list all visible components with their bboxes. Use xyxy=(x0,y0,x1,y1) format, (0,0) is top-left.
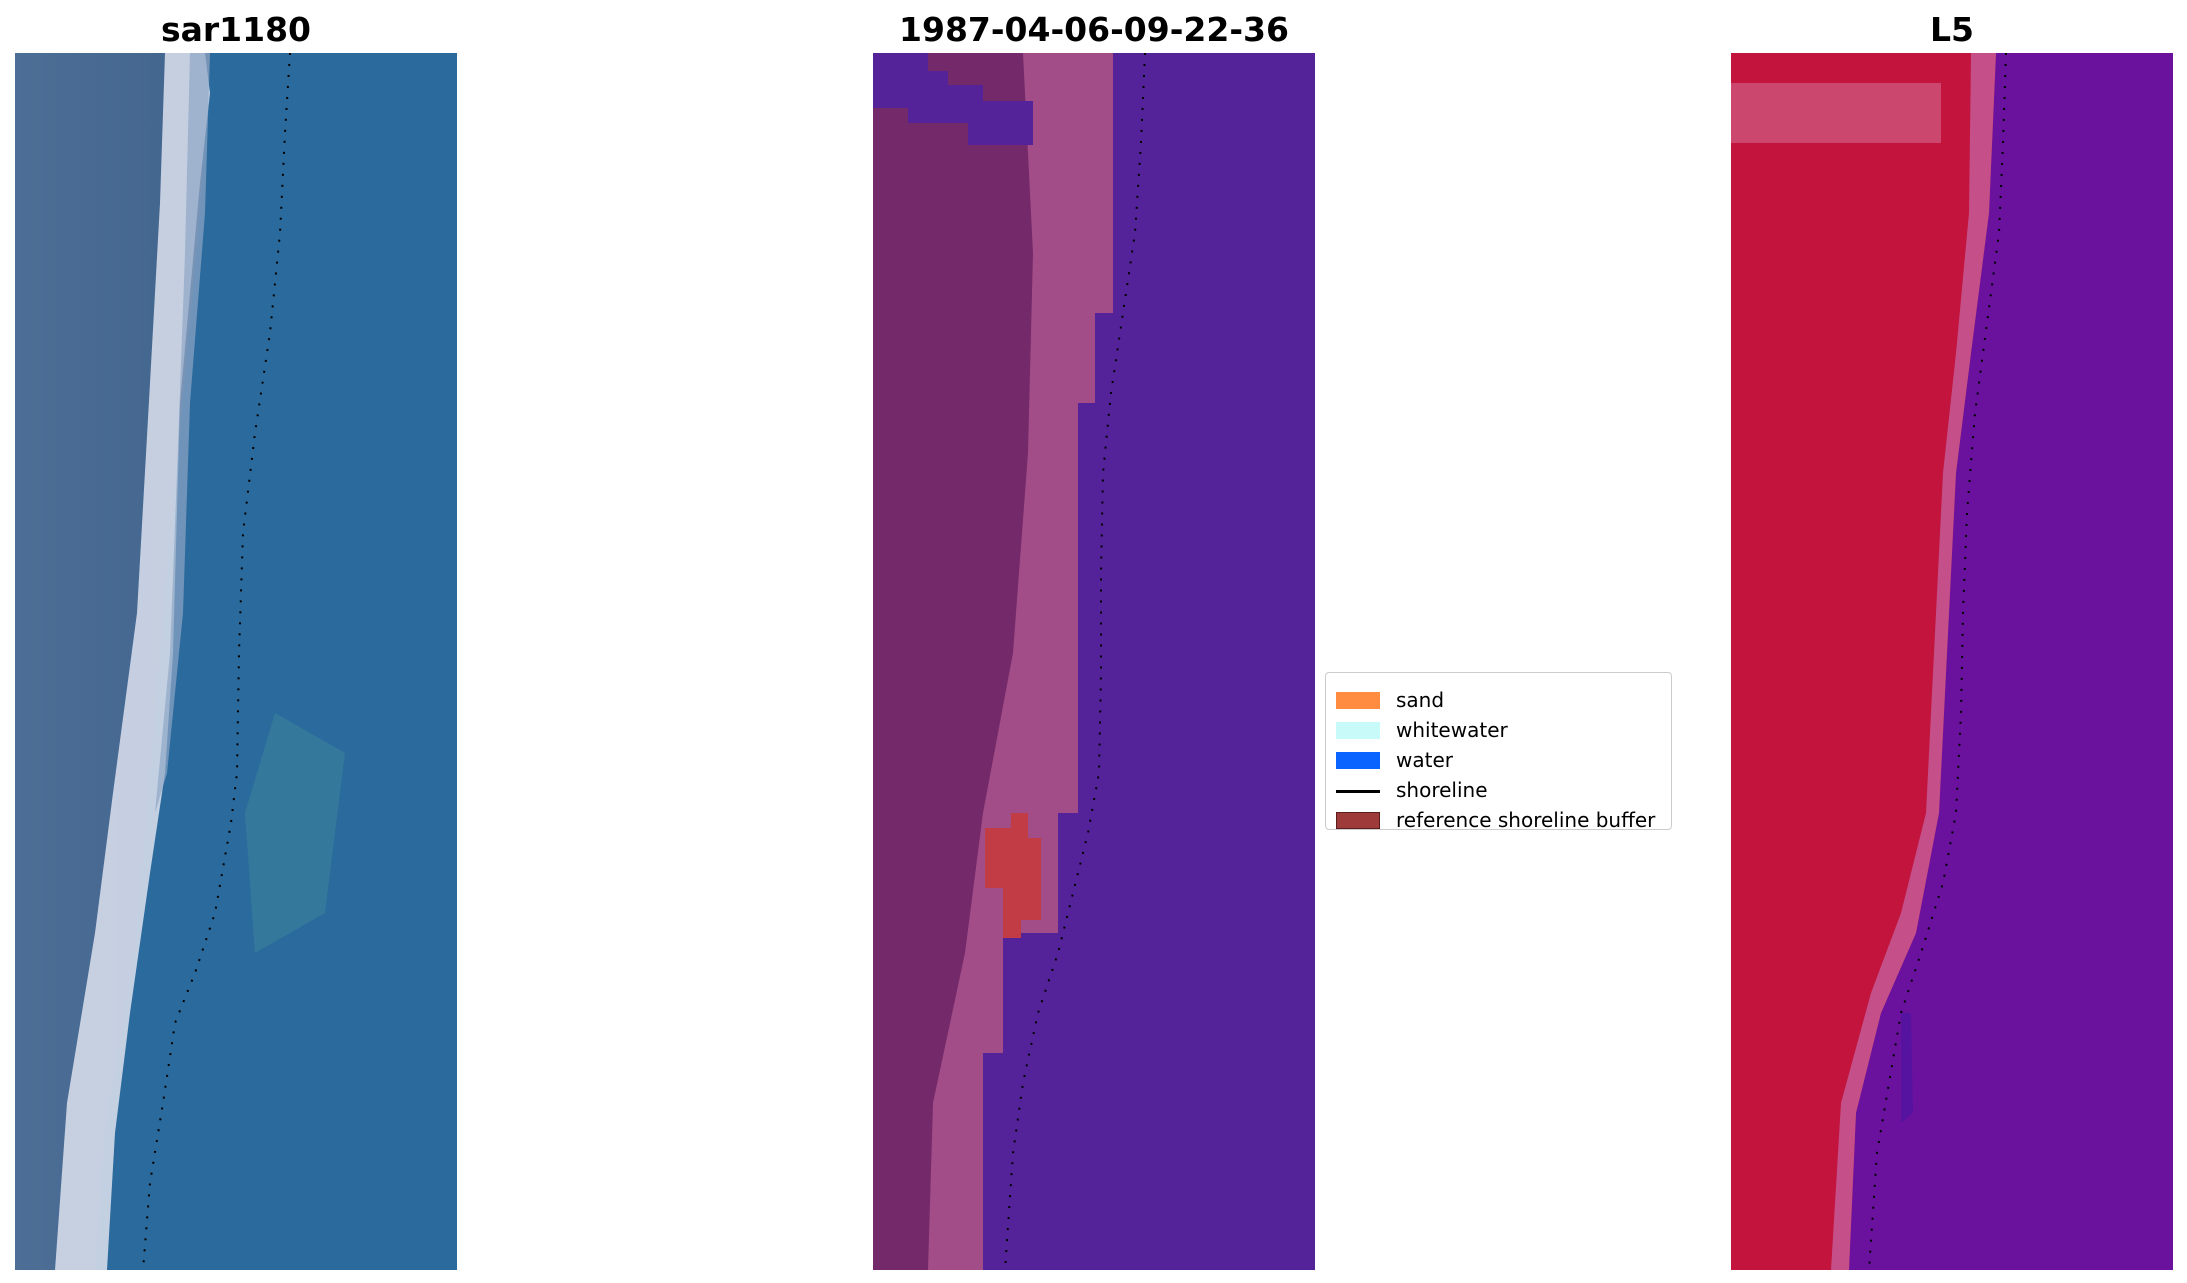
legend-item-reference-buffer: reference shoreline buffer xyxy=(1336,807,1655,833)
legend-label: sand xyxy=(1396,688,1445,712)
rgb-satellite-image xyxy=(15,53,457,1270)
panel-title-date: 1987-04-06-09-22-36 xyxy=(899,10,1289,49)
panel-title-rgb: sar1180 xyxy=(160,10,312,49)
legend-item-shoreline: shoreline xyxy=(1336,777,1488,803)
mndwi-index-image xyxy=(1731,53,2173,1270)
water-swatch xyxy=(1336,751,1380,769)
legend-label: reference shoreline buffer xyxy=(1396,808,1656,832)
legend-label: shoreline xyxy=(1396,778,1488,802)
sand-swatch xyxy=(1336,691,1380,709)
panel-title-index: L5 xyxy=(1930,10,1974,49)
legend: sand whitewater water shoreline referenc… xyxy=(1325,672,1672,833)
legend-item-whitewater: whitewater xyxy=(1336,717,1508,743)
reference-buffer-swatch xyxy=(1336,811,1380,829)
whitewater-swatch xyxy=(1336,721,1380,739)
legend-item-sand: sand xyxy=(1336,687,1444,713)
legend-label: water xyxy=(1396,748,1453,772)
shoreline-line-swatch xyxy=(1336,782,1380,799)
legend-item-water: water xyxy=(1336,747,1453,773)
classified-image xyxy=(873,53,1315,1270)
legend-label: whitewater xyxy=(1396,718,1508,742)
